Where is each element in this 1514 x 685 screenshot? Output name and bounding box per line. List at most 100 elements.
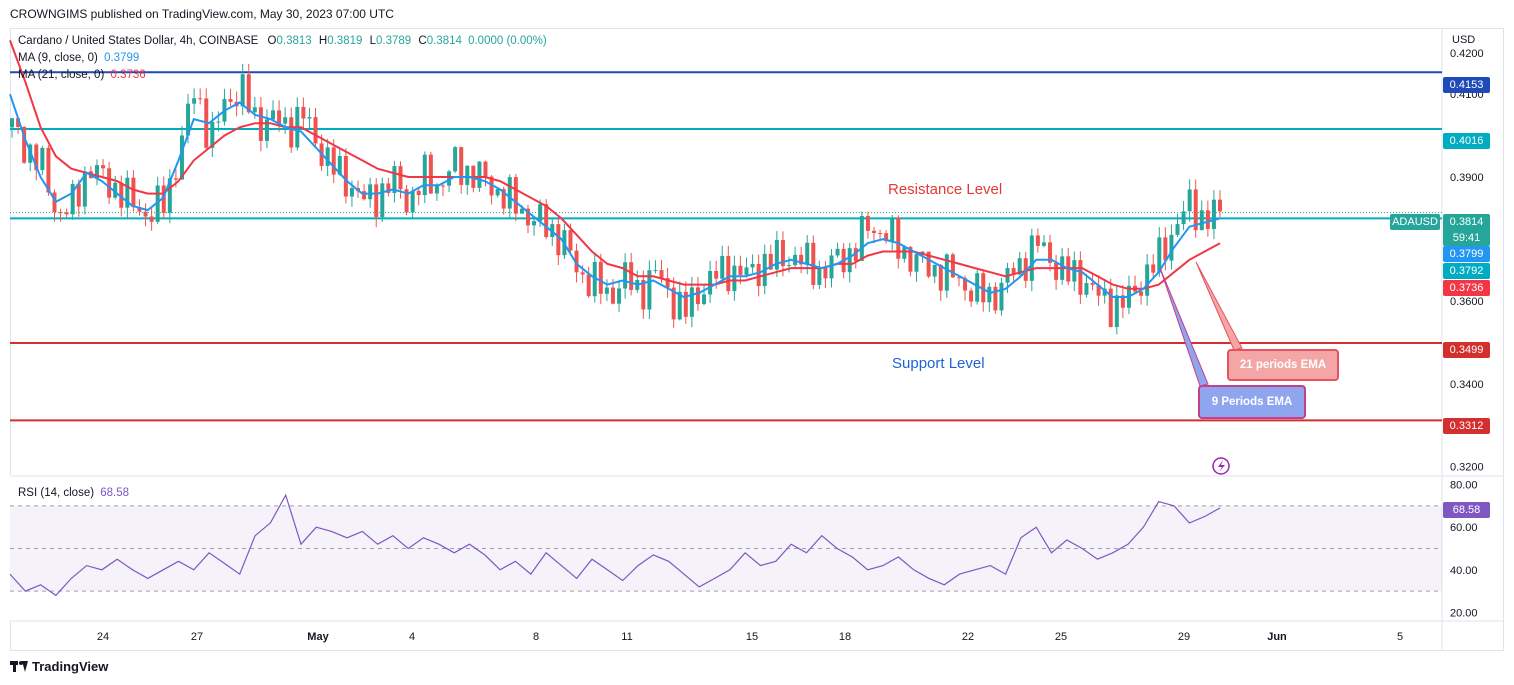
candle-body [125,177,130,208]
time-tick-label: 27 [191,631,203,643]
candle-body [107,168,112,198]
candle-body [665,278,670,288]
legend-change: 0.0000 (0.00%) [468,35,547,47]
candle-body [956,277,961,279]
candle-body [1054,262,1059,280]
candle-body [1029,235,1034,281]
candle-body [950,254,955,278]
candle-body [944,254,949,291]
candle-body [726,255,731,292]
chart-frame [10,28,1504,651]
support-level-label: Support Level [892,355,985,372]
candle-body [1023,258,1028,281]
badge-support: 0.3499 [1443,342,1490,358]
legend-symbol[interactable]: Cardano / United States Dollar, 4h, COIN… [18,35,259,47]
candle-body [198,98,203,100]
candle-body [386,183,391,193]
candle-body [604,287,609,294]
candlesticks [10,63,1222,335]
candle-body [161,185,166,213]
candle-body [307,117,312,119]
candle-body [969,290,974,302]
candle-body [617,288,622,304]
candle-body [440,185,445,187]
published-line: CROWNGIMS published on TradingView.com, … [10,7,394,21]
candle-body [677,291,682,320]
candle-body [228,99,233,102]
badge-support-low: 0.3312 [1443,418,1490,434]
candle-body [914,254,919,272]
lightning-icon[interactable] [1212,457,1230,475]
legend-ma9-value: 0.3799 [104,52,140,64]
candle-body [240,74,245,107]
candle-body [823,267,828,279]
candle-body [987,286,992,303]
candle-body [871,230,876,234]
candle-body [76,184,81,207]
time-tick-label: 8 [533,631,539,643]
candle-body [313,117,318,144]
candle-body [750,263,755,268]
tradingview-logo[interactable]: TradingView [10,659,108,674]
price-tick-label: 0.3200 [1450,462,1484,474]
candle-body [453,147,458,172]
candle-body [544,204,549,238]
candle-body [58,212,63,214]
ema9-annotation[interactable]: 9 Periods EMA [1198,385,1306,419]
ema21-annotation[interactable]: 21 periods EMA [1227,349,1339,381]
candle-body [271,110,276,120]
candle-body [671,287,676,320]
candle-body [641,280,646,310]
time-tick-label: Jun [1267,631,1287,643]
candle-body [592,261,597,297]
candle-body [884,233,889,242]
candle-body [465,165,470,185]
candle-body [1175,224,1180,235]
candle-body [993,286,998,311]
legend-rsi-row[interactable]: RSI (14, close) 68.58 [18,487,129,499]
legend-rsi-label: RSI (14, close) [18,487,95,499]
candle-body [1041,242,1046,246]
candle-body [167,178,172,213]
candle-body [179,135,184,180]
badge-last-value: 0.3814 [1449,216,1484,228]
candle-body [738,265,743,275]
candle-body [277,110,282,124]
legend-ma9-row[interactable]: MA (9, close, 0) 0.3799 [18,52,139,64]
candle-body [647,270,652,310]
candle-body [811,242,816,285]
candle-body [853,248,858,261]
candle-body [70,184,75,215]
legend-rsi-value: 68.58 [100,487,130,499]
candle-body [799,254,804,265]
candle-body [1114,295,1119,327]
candle-body [817,267,822,285]
candle-body [337,155,342,175]
legend-ma21-row[interactable]: MA (21, close, 0) 0.3736 [18,69,146,81]
candle-body [380,183,385,218]
ema9-line [9,93,1221,299]
time-tick-label: 15 [746,631,758,643]
badge-ma9: 0.3799 [1443,246,1490,262]
legend-c-label: C [418,35,427,47]
candle-body [1181,211,1186,225]
candle-body [252,107,257,113]
badge-ma21: 0.3736 [1443,280,1490,296]
candle-body [10,118,14,128]
candle-body [483,161,488,177]
candle-body [64,212,69,215]
time-tick-label: 22 [962,631,974,643]
candle-body [34,144,39,171]
candle-body [1048,242,1053,263]
candle-body [507,177,512,209]
candle-body [659,270,664,279]
candle-body [702,294,707,305]
candle-body [835,248,840,256]
candle-body [1163,237,1168,261]
candle-body [374,184,379,218]
candle-body [331,147,336,175]
candle-body [131,177,136,208]
candle-body [720,255,725,279]
time-tick-label: May [307,631,329,643]
